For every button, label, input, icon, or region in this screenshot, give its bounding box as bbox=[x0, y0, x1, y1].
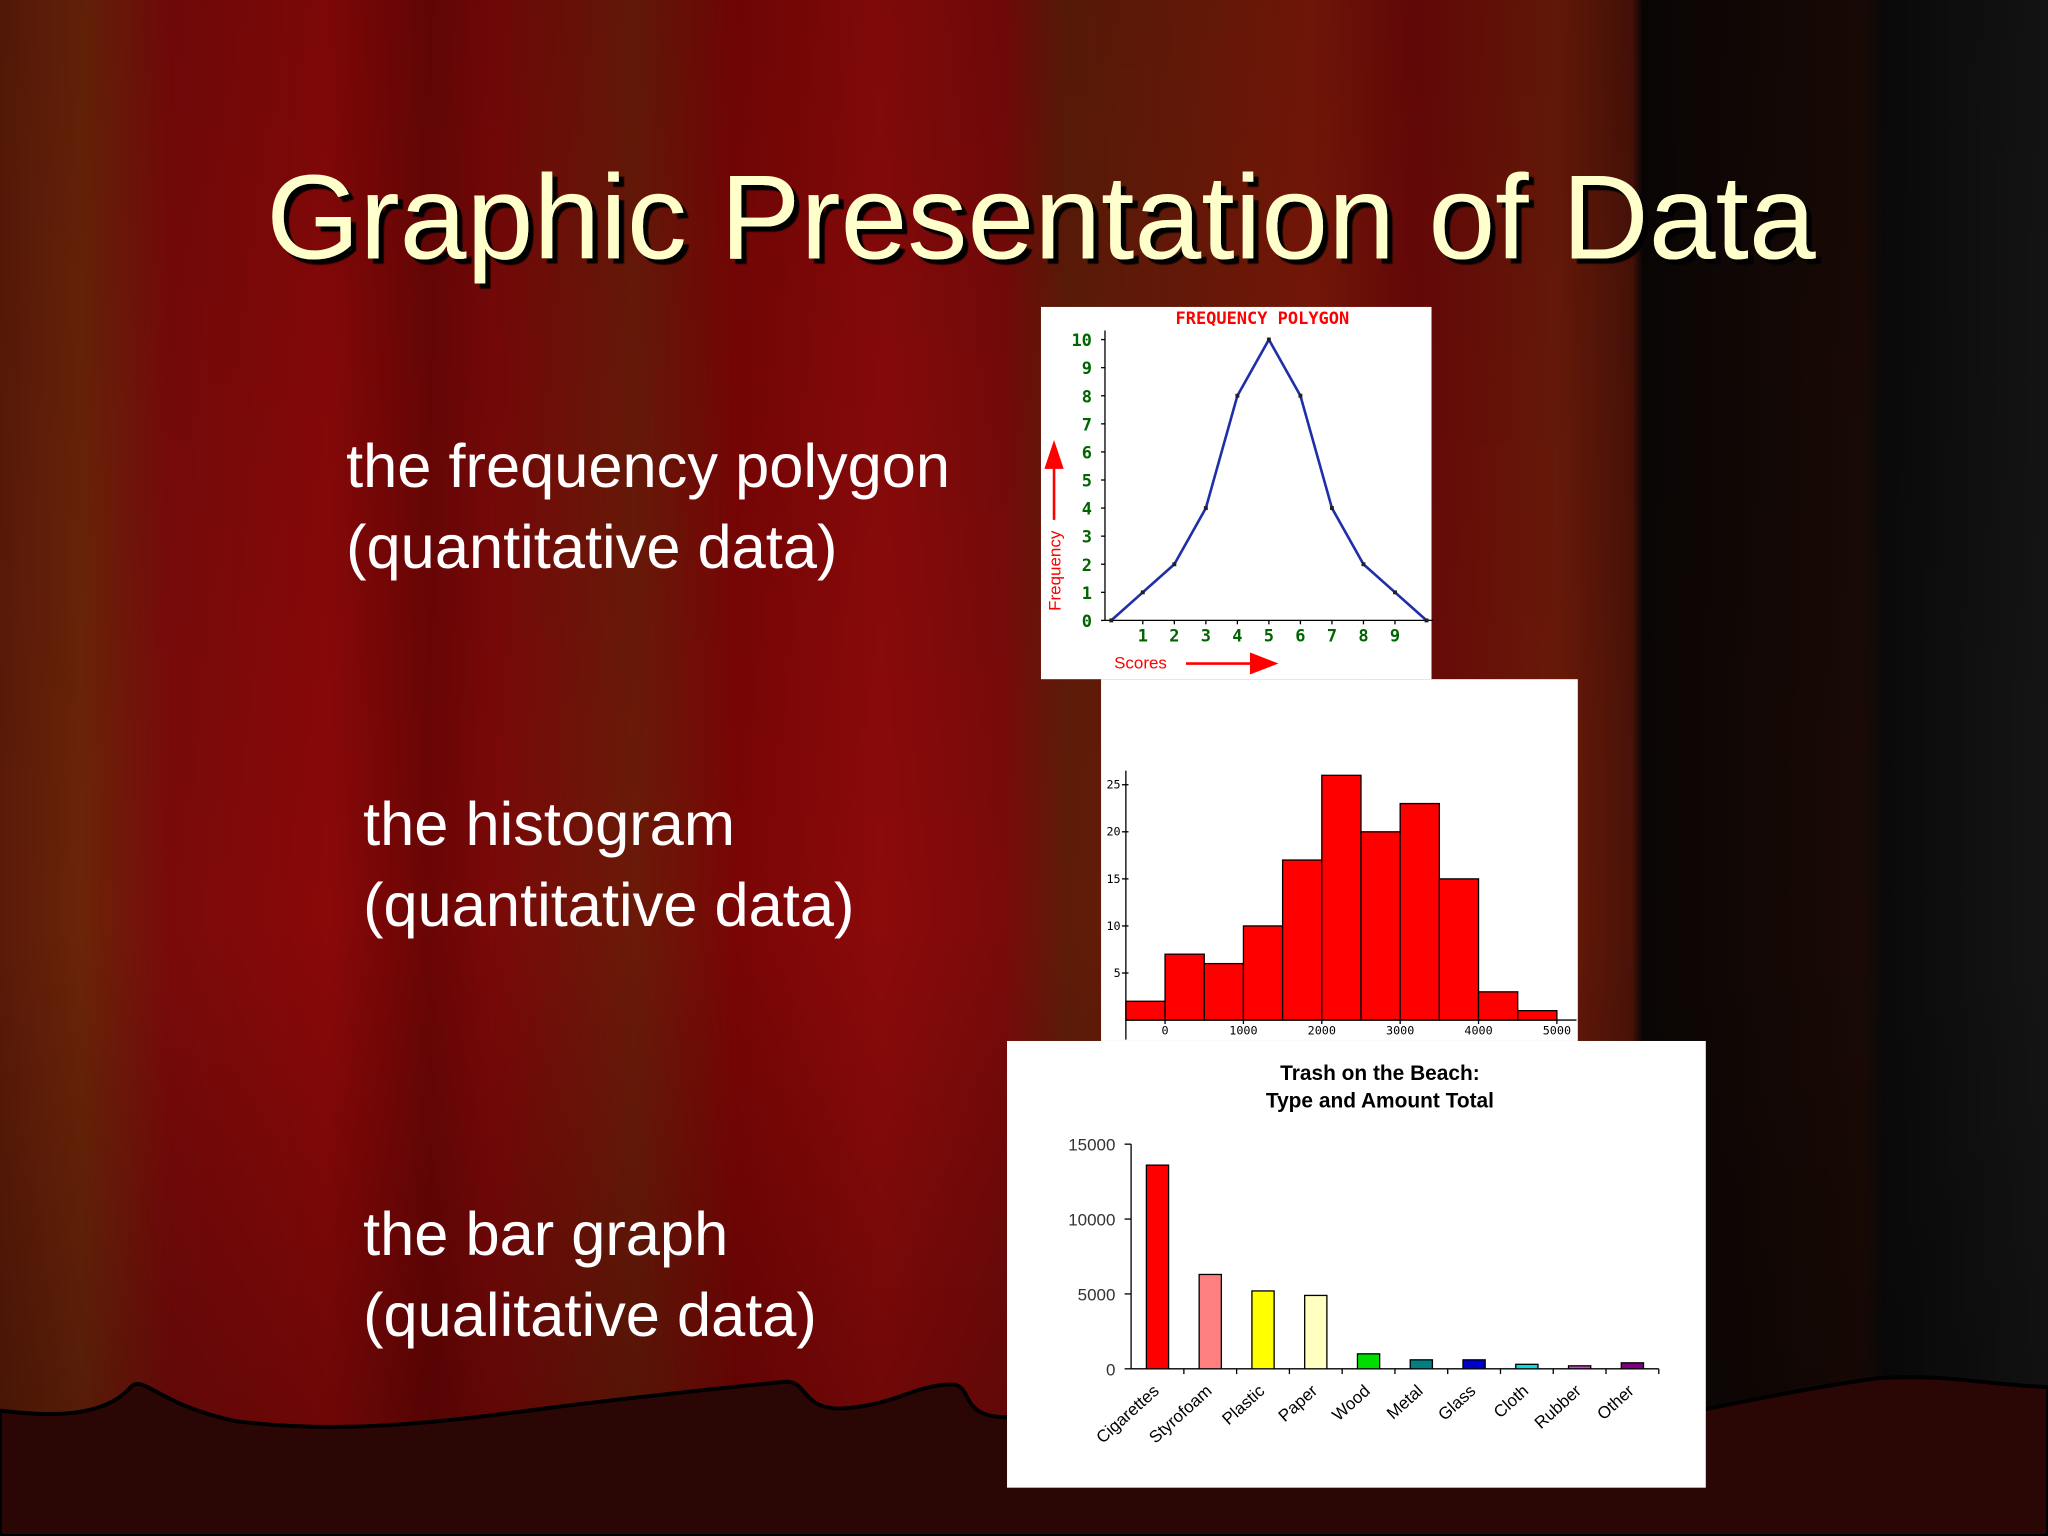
y-tick-label: 10000 bbox=[1068, 1211, 1115, 1230]
x-tick-label: 8 bbox=[1358, 626, 1368, 646]
bar bbox=[1145, 1164, 1170, 1370]
item-note: (qualitative data) bbox=[363, 1281, 817, 1350]
histogram-bar bbox=[1242, 925, 1284, 1021]
y-arrow bbox=[1044, 439, 1064, 520]
vertex bbox=[1361, 562, 1366, 567]
y-tick-label: 10 bbox=[1106, 919, 1120, 933]
chart-subtitle: Type and Amount Total bbox=[1266, 1090, 1494, 1113]
x-tick-label: 1 bbox=[1138, 626, 1148, 646]
chart-panel bbox=[1007, 1040, 1706, 1488]
y-tick-label: 25 bbox=[1106, 778, 1120, 792]
y-tick-label: 0 bbox=[1082, 612, 1092, 632]
vertex bbox=[1140, 590, 1145, 595]
y-tick-label: 10 bbox=[1071, 331, 1091, 351]
x-axis-label: Scores bbox=[1114, 654, 1167, 673]
x-tick-label: 4000 bbox=[1464, 1023, 1492, 1037]
y-tick-label: 4 bbox=[1082, 500, 1092, 520]
vertex bbox=[1393, 590, 1397, 595]
histogram-bar bbox=[1164, 953, 1205, 1021]
y-tick-label: 9 bbox=[1082, 359, 1092, 379]
item-label: the frequency polygon bbox=[346, 432, 950, 501]
histogram-bar bbox=[1360, 831, 1401, 1021]
x-tick-label: 2 bbox=[1169, 626, 1179, 646]
vertex bbox=[1172, 562, 1177, 567]
histogram-bar bbox=[1517, 1010, 1558, 1021]
chart-panel bbox=[1040, 306, 1432, 680]
y-tick-label: 3 bbox=[1082, 528, 1092, 548]
item-label: the histogram bbox=[363, 790, 735, 859]
x-tick-label: 6 bbox=[1295, 626, 1305, 646]
bar bbox=[1620, 1362, 1645, 1370]
chart: 5 10 15 20 25 0 1000 2000 3000 4000 5000 bbox=[1101, 679, 1578, 1041]
histogram-bar bbox=[1438, 878, 1480, 1021]
vertex bbox=[1109, 618, 1114, 623]
y-tick-label: 8 bbox=[1082, 387, 1092, 407]
bar bbox=[1567, 1365, 1592, 1370]
chart: Trash on the Beach: Type and Amount Total… bbox=[1007, 1040, 1706, 1488]
bar bbox=[1304, 1294, 1328, 1370]
vertex bbox=[1235, 393, 1240, 398]
item-label: the bar graph bbox=[363, 1200, 728, 1269]
slide-title: Graphic Presentation of Data bbox=[266, 151, 1816, 285]
bar bbox=[1462, 1359, 1486, 1370]
x-tick-label: 5 bbox=[1264, 626, 1274, 646]
y-tick-label: 5000 bbox=[1078, 1285, 1116, 1304]
vertex bbox=[1329, 506, 1334, 511]
x-tick-label: 2000 bbox=[1308, 1023, 1336, 1037]
vertex bbox=[1298, 393, 1303, 398]
x-tick-label: 1000 bbox=[1229, 1023, 1257, 1037]
y-tick-label: 0 bbox=[1106, 1360, 1115, 1379]
item-note: (quantitative data) bbox=[363, 871, 854, 940]
bar bbox=[1198, 1273, 1223, 1370]
bar bbox=[1409, 1359, 1434, 1370]
y-tick-label: 15 bbox=[1106, 872, 1120, 886]
x-tick-label: 3 bbox=[1201, 626, 1211, 646]
item-note: (quantitative data) bbox=[346, 513, 837, 582]
x-arrow bbox=[1185, 652, 1279, 675]
x-tick-label: 3000 bbox=[1386, 1023, 1414, 1037]
y-tick-label: 2 bbox=[1082, 556, 1092, 576]
y-tick-label: 5 bbox=[1114, 966, 1121, 980]
vertex bbox=[1203, 506, 1208, 511]
x-tick-label: 5000 bbox=[1543, 1023, 1571, 1037]
bar bbox=[1356, 1353, 1381, 1370]
chart-title: FREQUENCY POLYGON bbox=[1176, 309, 1350, 329]
y-tick-label: 7 bbox=[1082, 415, 1092, 435]
chart: FREQUENCY POLYGON 0 1 2 3 4 5 6 7 8 9 10 1 2 3 4 5 6 7 8 9 Fr… bbox=[1040, 306, 1433, 680]
histogram-bar bbox=[1477, 991, 1519, 1021]
bar bbox=[1515, 1363, 1539, 1370]
y-tick-label: 1 bbox=[1082, 584, 1092, 604]
bar bbox=[1251, 1290, 1275, 1370]
histogram-bar bbox=[1125, 1000, 1166, 1021]
histogram-bar bbox=[1281, 859, 1323, 1021]
chart-title: Trash on the Beach: bbox=[1280, 1062, 1480, 1085]
y-axis-label: Frequency bbox=[1046, 530, 1065, 611]
vertex bbox=[1266, 337, 1271, 342]
x-tick-label: 0 bbox=[1162, 1023, 1169, 1037]
x-tick-label: 4 bbox=[1232, 626, 1242, 646]
vertex bbox=[1424, 618, 1429, 623]
histogram-bar bbox=[1321, 774, 1362, 1021]
x-tick-label: 7 bbox=[1327, 626, 1337, 646]
histogram-bar bbox=[1203, 962, 1245, 1021]
x-tick-label: 9 bbox=[1390, 626, 1400, 646]
histogram-bar bbox=[1399, 802, 1440, 1021]
y-tick-label: 5 bbox=[1082, 472, 1092, 492]
y-tick-label: 20 bbox=[1106, 825, 1120, 839]
y-tick-label: 15000 bbox=[1068, 1136, 1115, 1155]
y-tick-label: 6 bbox=[1082, 443, 1092, 463]
